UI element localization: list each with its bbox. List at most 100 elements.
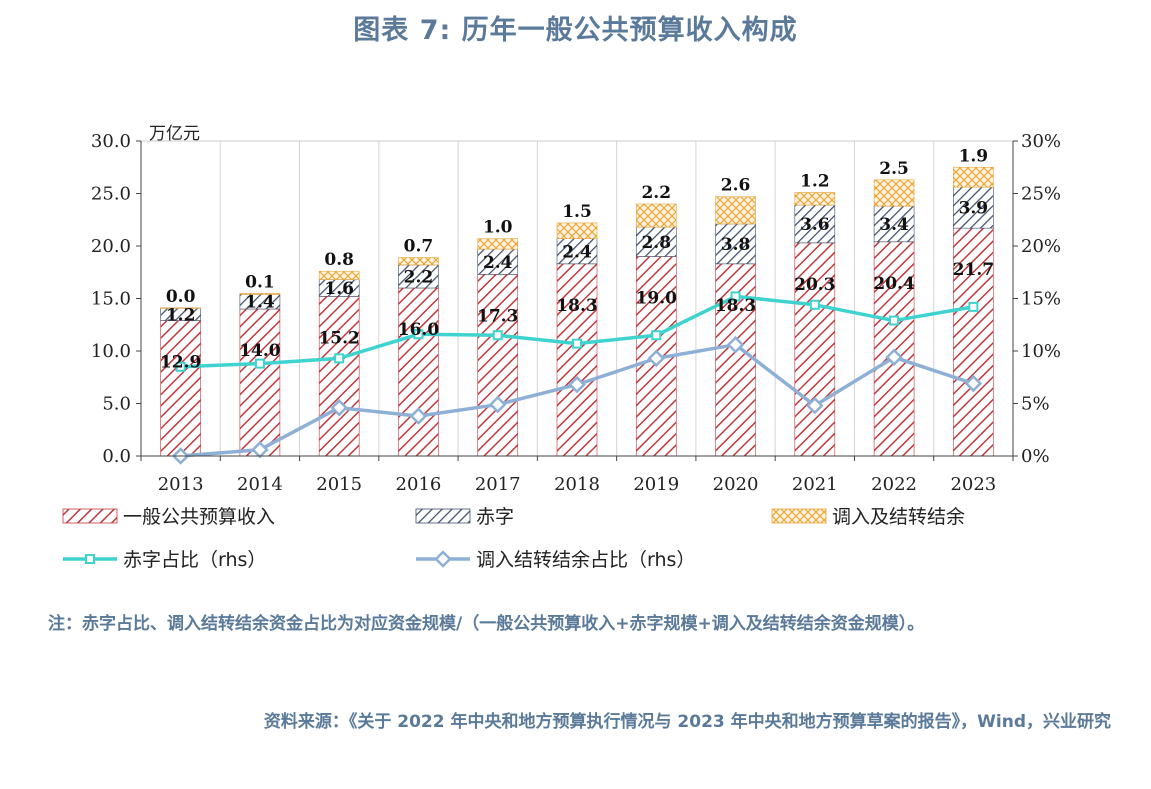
marker-transfer-share-2022 (885, 348, 903, 367)
chart-source: 资料来源：《关于 2022 年中央和地方预算执行情况与 2023 年中央和地方预… (263, 712, 1111, 732)
chart-note: 注：赤字占比、调入结转结余资金占比为对应资金规模/（一般公共预算收入+赤字规模+… (48, 614, 925, 634)
bar-transfer-2017 (477, 238, 519, 250)
bar-transfer-2016 (398, 257, 439, 266)
marker-transfer-share-2014 (251, 440, 269, 459)
label-deficit: 2.4 (562, 242, 592, 262)
marker-deficit-share-2015 (334, 353, 345, 364)
marker-transfer-share-2016 (409, 407, 428, 425)
marker-deficit-share-2016 (413, 329, 424, 340)
label-income: 16.0 (398, 320, 440, 340)
data-labels-layer: 12.9 1.20.0 14.0 1.40.1 15.2 1.6 0.8 16.0 2.2 0.7… (160, 146, 994, 372)
label-deficit: 3.9 (959, 199, 989, 219)
label-transfer: 0.1 (245, 272, 275, 292)
label-transfer: 0.8 (324, 250, 354, 270)
legend-transfer-share-label: 调入结转结余占比（rhs） (476, 549, 695, 571)
bar-income-2018 (556, 263, 598, 457)
x-tick-label: 2022 (871, 474, 917, 495)
label-income: 12.9 (160, 353, 201, 373)
label-transfer: 0.7 (404, 237, 434, 257)
x-tick-label: 2014 (237, 474, 283, 495)
bar-income-2014 (239, 308, 281, 457)
legend-income-swatch (62, 508, 118, 524)
label-income: 18.3 (715, 296, 756, 316)
label-transfer: 1.9 (959, 146, 989, 166)
bar-income-2016 (398, 287, 439, 457)
bar-deficit-2023 (953, 186, 994, 229)
label-income: 20.3 (794, 275, 835, 295)
y-right-tick-label: 25% (1021, 184, 1061, 205)
legend-deficit-label: 赤字 (476, 506, 514, 528)
bar-transfer-2023 (953, 166, 994, 188)
unit-label: 万亿元 (149, 124, 200, 144)
marker-deficit-share-2017 (492, 330, 503, 341)
label-income: 15.2 (318, 328, 359, 348)
x-tick-label: 2015 (316, 474, 362, 495)
x-tick-label: 2023 (950, 474, 996, 495)
label-transfer: 2.2 (641, 183, 671, 203)
marker-deficit-share-2019 (651, 330, 662, 341)
bar-income-2023 (953, 227, 994, 457)
label-income: 17.3 (477, 306, 518, 326)
marker-transfer-share-2021 (806, 396, 824, 415)
marker-transfer-share-2017 (488, 395, 507, 414)
label-deficit: 3.4 (879, 215, 909, 235)
y-right-tick-label: 15% (1021, 289, 1061, 310)
bar-deficit-2017 (477, 248, 519, 275)
bar-deficit-2018 (556, 238, 598, 265)
lines-layer (171, 291, 983, 465)
bar-transfer-2019 (635, 203, 677, 228)
label-deficit: 2.2 (404, 267, 434, 287)
y-left-tick-label: 20.0 (91, 236, 131, 257)
bar-transfer-2014 (239, 292, 281, 295)
y-right-tick-label: 10% (1021, 341, 1061, 362)
x-tick-label: 2016 (396, 474, 442, 495)
marker-deficit-share-2023 (968, 301, 979, 312)
label-transfer: 1.0 (483, 218, 513, 238)
label-deficit: 3.8 (721, 235, 751, 255)
bar-income-2017 (477, 274, 519, 457)
label-deficit: 1.2 (166, 305, 196, 325)
marker-transfer-share-2015 (330, 398, 348, 417)
bar-transfer-2020 (715, 196, 756, 225)
label-income: 14.0 (239, 341, 281, 361)
label-income: 21.7 (953, 260, 994, 280)
axes-layer: 0.0 5.0 10.0 15.0 20.0 25.0 30.0 0% 5% 10% 15% 20% 2… (91, 124, 1061, 495)
y-left-tick-label: 5.0 (102, 394, 131, 415)
x-tick-label: 2018 (554, 474, 600, 495)
y-left-tick-label: 0.0 (102, 446, 131, 467)
label-transfer: 0.0 (166, 287, 196, 307)
bar-deficit-2022 (873, 205, 915, 243)
label-income: 19.0 (636, 289, 678, 309)
legend-deficit-share-marker (85, 554, 95, 564)
legend-transfer-swatch (771, 508, 827, 524)
bar-deficit-2020 (715, 223, 756, 265)
label-deficit: 1.6 (324, 279, 354, 299)
x-tick-label: 2019 (633, 474, 679, 495)
bar-income-2015 (318, 296, 360, 457)
y-left-tick-label: 15.0 (91, 289, 131, 310)
label-transfer: 2.5 (879, 159, 909, 179)
bar-income-2013 (160, 320, 201, 457)
chart: 12.91.20.014.01.40.115.21.60.816.02.20.7… (62, 124, 1061, 571)
marker-transfer-share-2018 (568, 375, 586, 394)
bar-transfer-2021 (794, 192, 836, 206)
legend-income-label: 一般公共预算收入 (123, 506, 275, 528)
label-deficit: 2.4 (483, 253, 513, 273)
y-right-tick-label: 30% (1021, 131, 1061, 152)
bar-transfer-2022 (873, 179, 915, 207)
legend-transfer-label: 调入及结转结余 (832, 506, 965, 528)
marker-deficit-share-2022 (889, 315, 900, 326)
marker-deficit-share-2014 (254, 358, 265, 369)
y-right-tick-label: 5% (1021, 394, 1050, 415)
x-tick-label: 2020 (713, 474, 759, 495)
label-deficit: 1.4 (245, 293, 275, 313)
legend-transfer-share-marker (434, 550, 452, 568)
label-transfer: 1.5 (562, 202, 592, 222)
y-left-tick-label: 10.0 (91, 341, 131, 362)
x-tick-label: 2017 (475, 474, 521, 495)
bar-income-2021 (794, 242, 836, 457)
legend-deficit-swatch (415, 508, 471, 524)
bar-deficit-2021 (794, 204, 836, 244)
label-deficit: 3.6 (800, 215, 830, 235)
